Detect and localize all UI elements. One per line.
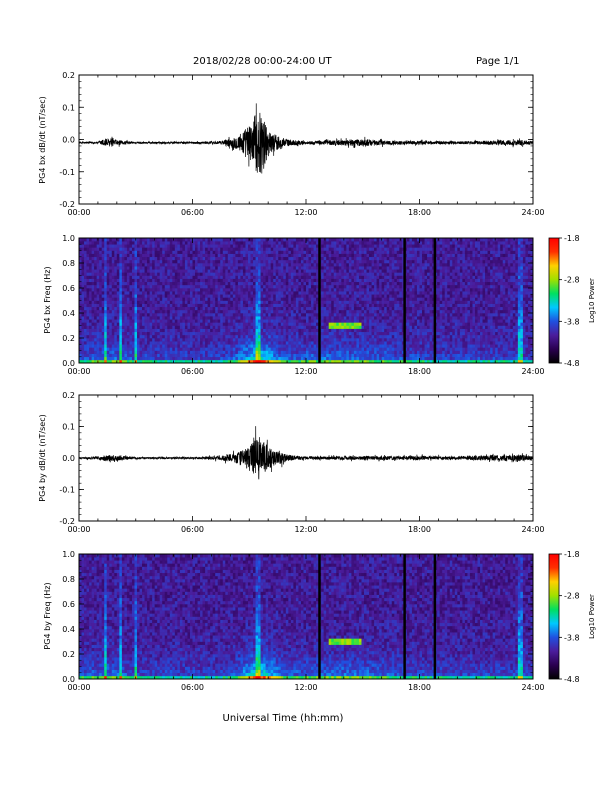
colorbar-label: Log10 Power [588, 594, 596, 639]
colorbar-scale [548, 553, 560, 680]
data-gap [403, 554, 406, 679]
y-tick-label: -0.2 [59, 517, 75, 526]
x-axis-label: Universal Time (hh:mm) [223, 713, 344, 724]
data-gap [433, 238, 437, 363]
axis-ticks: 00:00 06:00 12:00 18:00 24:00 0.2 0.1 0.0 -0.1 -0… [59, 391, 544, 534]
y-tick-label: 0.6 [62, 600, 75, 609]
y-tick-label: 0.2 [62, 391, 75, 400]
y-tick-label: -0.2 [59, 200, 75, 209]
axis-ticks: 00:00 06:00 12:00 18:00 24:00 0.2 0.1 0.0 -0.1 -0… [59, 71, 544, 217]
x-tick-label: 00:00 [67, 367, 90, 376]
y-tick-label: 1.0 [62, 234, 75, 243]
y-tick-label: 0.8 [62, 259, 75, 268]
x-tick-label: 18:00 [408, 208, 431, 217]
panel-bx-dbdt: 00:00 06:00 12:00 18:00 24:00 0.2 0.1 0.0 -0.1 -0… [38, 71, 545, 217]
ylabel-bx-freq: PG4 bx Freq (Hz) [43, 266, 52, 333]
data-gap [318, 238, 321, 363]
x-tick-label: 18:00 [408, 525, 431, 534]
page-title: 2018/02/28 00:00-24:00 UT [193, 56, 333, 67]
y-tick-label: 0.1 [62, 103, 75, 112]
x-tick-label: 06:00 [181, 683, 204, 692]
trace-bx [79, 103, 533, 174]
colorbar-tick-label: -1.8 [564, 234, 580, 243]
axis-ticks: 00:00 06:00 12:00 18:00 24:00 1.0 0.8 0.6 0.4 0.2… [62, 234, 544, 376]
ylabel-by-dbdt: PG4 by dB/dt (nT/sec) [38, 414, 47, 501]
y-tick-label: 0.4 [62, 625, 75, 634]
y-tick-label: 0.0 [62, 136, 75, 145]
y-tick-label: 0.6 [62, 284, 75, 293]
y-tick-label: 0.8 [62, 575, 75, 584]
x-tick-label: 00:00 [67, 208, 90, 217]
colorbar-by: -1.8 -2.8 -3.8 -4.8 Log10 Power [548, 550, 596, 684]
colorbar-bx: -1.8 -2.8 -3.8 -4.8 Log10 Power [548, 234, 596, 368]
y-tick-label: 0.1 [62, 423, 75, 432]
x-tick-label: 12:00 [294, 525, 317, 534]
x-tick-label: 00:00 [67, 525, 90, 534]
colorbar-tick-label: -2.8 [564, 592, 580, 601]
spectrogram-by [79, 554, 534, 680]
data-gap [403, 238, 406, 363]
colorbar-tick-label: -4.8 [564, 675, 580, 684]
colorbar-tick-label: -3.8 [564, 317, 580, 326]
x-tick-label: 18:00 [408, 683, 431, 692]
x-tick-label: 12:00 [294, 683, 317, 692]
x-tick-label: 00:00 [67, 683, 90, 692]
colorbar-tick-label: -4.8 [564, 359, 580, 368]
signal-line [79, 103, 533, 174]
colorbar-scale [548, 237, 560, 364]
panel-by-spectrogram: 00:00 06:00 12:00 18:00 24:00 1.0 0.8 0.6 0.4 0.2… [43, 550, 596, 692]
panel-by-dbdt: 00:00 06:00 12:00 18:00 24:00 0.2 0.1 0.0 -0.1 -0… [38, 391, 545, 534]
trace-by [79, 426, 533, 480]
spectrogram-bx [79, 238, 534, 364]
axis-ticks: 00:00 06:00 12:00 18:00 24:00 1.0 0.8 0.6 0.4 0.2… [62, 550, 544, 692]
colorbar-tick-label: -3.8 [564, 633, 580, 642]
x-tick-label: 18:00 [408, 367, 431, 376]
y-tick-label: 0.2 [62, 650, 75, 659]
y-tick-label: 0.0 [62, 454, 75, 463]
data-gap [318, 554, 321, 679]
y-tick-label: 0.2 [62, 71, 75, 80]
page-number: Page 1/1 [476, 56, 519, 67]
data-gap [433, 554, 437, 679]
ylabel-bx-dbdt: PG4 bx dB/dt (nT/sec) [38, 96, 47, 183]
x-tick-label: 12:00 [294, 208, 317, 217]
colorbar-tick-label: -1.8 [564, 550, 580, 559]
x-tick-label: 24:00 [521, 683, 544, 692]
x-tick-label: 24:00 [521, 367, 544, 376]
y-tick-label: 0.2 [62, 334, 75, 343]
ylabel-by-freq: PG4 by Freq (Hz) [43, 582, 52, 649]
plot-frame [78, 74, 534, 205]
colorbar-tick-label: -2.8 [564, 276, 580, 285]
x-tick-label: 06:00 [181, 208, 204, 217]
y-tick-label: -0.1 [59, 168, 75, 177]
colorbar-label: Log10 Power [588, 278, 596, 323]
x-tick-label: 24:00 [521, 208, 544, 217]
signal-line [79, 426, 533, 480]
x-tick-label: 24:00 [521, 525, 544, 534]
y-tick-label: 1.0 [62, 550, 75, 559]
y-tick-label: 0.4 [62, 309, 75, 318]
x-tick-label: 06:00 [181, 367, 204, 376]
y-tick-label: -0.1 [59, 486, 75, 495]
y-tick-label: 0.0 [62, 675, 75, 684]
x-tick-label: 06:00 [181, 525, 204, 534]
y-tick-label: 0.0 [62, 359, 75, 368]
panel-bx-spectrogram: 00:00 06:00 12:00 18:00 24:00 1.0 0.8 0.6 0.4 0.2… [43, 234, 596, 376]
x-tick-label: 12:00 [294, 367, 317, 376]
